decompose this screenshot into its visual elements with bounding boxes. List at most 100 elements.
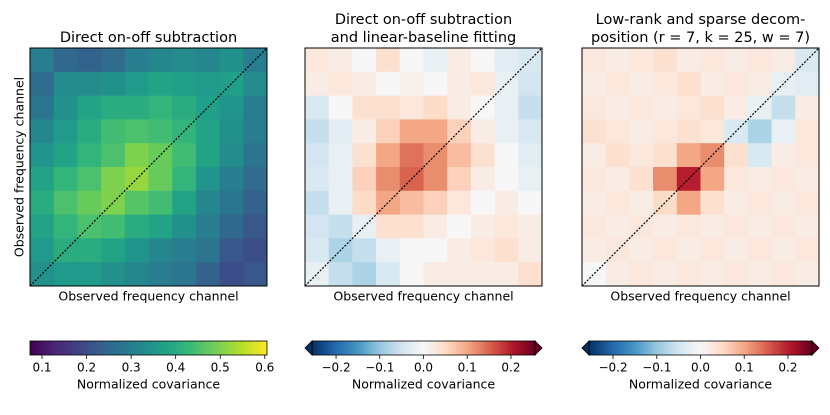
heatmap-cell	[376, 238, 401, 263]
heatmap-cell	[243, 214, 268, 239]
heatmap-cell	[653, 71, 678, 96]
heatmap-cell	[148, 262, 173, 287]
heatmap-cell	[470, 71, 495, 96]
heatmap-cell	[53, 262, 78, 287]
heatmap-cell	[653, 167, 678, 192]
heatmap-cell	[447, 95, 472, 120]
heatmap-cell	[328, 48, 353, 73]
heatmap-cell	[101, 238, 126, 263]
heatmap-cell	[30, 190, 55, 215]
heatmap-cell	[219, 143, 244, 168]
colorbar-tick-label: −0.2	[321, 361, 350, 375]
heatmap-cell	[494, 190, 519, 215]
heatmap-cell	[124, 119, 149, 144]
heatmap-cell	[219, 119, 244, 144]
heatmap-cell	[77, 119, 102, 144]
chart-title: Direct on-off subtraction	[60, 30, 237, 46]
heatmap-cell	[724, 167, 749, 192]
heatmap-cell	[771, 143, 796, 168]
x-axis-label: Observed frequency channel	[58, 289, 238, 304]
heatmap-cell	[447, 71, 472, 96]
heatmap-cell	[195, 71, 220, 96]
heatmap-cell	[518, 238, 543, 263]
heatmap-cell	[653, 48, 678, 73]
heatmap-cell	[629, 95, 654, 120]
heatmap-cell	[219, 238, 244, 263]
heatmap-cell	[243, 262, 268, 287]
colorbar	[588, 340, 813, 356]
y-axis-label: Observed frequency channel	[12, 77, 27, 257]
heatmap-cell	[700, 214, 725, 239]
heatmap-cell	[795, 167, 820, 192]
colorbar-label: Normalized covariance	[77, 377, 221, 392]
heatmap-cell	[700, 167, 725, 192]
heatmap-cell	[172, 262, 197, 287]
heatmap-cell	[771, 167, 796, 192]
heatmap-cell	[700, 190, 725, 215]
heatmap-cell	[243, 238, 268, 263]
heatmap-cell	[172, 167, 197, 192]
heatmap-cell	[470, 119, 495, 144]
heatmap-cell	[676, 238, 701, 263]
heatmap-cell	[747, 48, 772, 73]
colorbar-tick-label: 0.4	[166, 361, 185, 375]
heatmap-cell	[352, 71, 377, 96]
heatmap-cell	[605, 167, 630, 192]
colorbar-tick-label: 0.3	[122, 361, 141, 375]
heatmap-cell	[195, 238, 220, 263]
heatmap-cell	[700, 238, 725, 263]
heatmap-cell	[305, 71, 330, 96]
heatmap-cell	[195, 214, 220, 239]
heatmap-cell	[423, 48, 448, 73]
heatmap-cell	[124, 214, 149, 239]
heatmap-cell	[53, 143, 78, 168]
heatmap-cell	[470, 214, 495, 239]
heatmap-cell	[172, 95, 197, 120]
heatmap-cell	[53, 71, 78, 96]
heatmap-cell	[700, 71, 725, 96]
heatmap-cell	[676, 119, 701, 144]
heatmap-cell	[447, 238, 472, 263]
colorbar-tick-label: 0.2	[501, 361, 520, 375]
heatmap-cell	[53, 95, 78, 120]
colorbar-extend-low	[304, 340, 313, 356]
heatmap-cell	[653, 214, 678, 239]
heatmap-cell	[352, 48, 377, 73]
heatmap-cell	[376, 48, 401, 73]
heatmap-cell	[399, 143, 424, 168]
heatmap-cell	[423, 119, 448, 144]
heatmap-cell	[605, 71, 630, 96]
heatmap-cell	[148, 214, 173, 239]
heatmap-cell	[352, 143, 377, 168]
heatmap-cell	[376, 214, 401, 239]
heatmap-cell	[423, 190, 448, 215]
heatmap-cell	[148, 71, 173, 96]
heatmap-cell	[700, 95, 725, 120]
heatmap-cell	[30, 167, 55, 192]
heatmap-cell	[77, 238, 102, 263]
heatmap-cell	[582, 238, 607, 263]
colorbar-label: Normalized covariance	[352, 377, 496, 392]
heatmap-cell	[795, 262, 820, 287]
heatmap-cell	[676, 95, 701, 120]
heatmap-cell	[101, 119, 126, 144]
heatmap-cell	[629, 143, 654, 168]
heatmap-cell	[399, 71, 424, 96]
heatmap-cell	[172, 190, 197, 215]
colorbar-tick-label: 0.1	[735, 361, 754, 375]
heatmap-cell	[328, 262, 353, 287]
heatmap-cell	[700, 119, 725, 144]
heatmap-cell	[124, 71, 149, 96]
heatmap-cell	[305, 48, 330, 73]
heatmap-cell	[747, 167, 772, 192]
chart-title: position (r = 7, k = 25, w = 7)	[591, 30, 810, 46]
heatmap-cell	[77, 190, 102, 215]
chart-title: Direct on-off subtraction	[335, 12, 512, 28]
heatmap-cell	[352, 119, 377, 144]
heatmap-cell	[447, 262, 472, 287]
heatmap-cell	[447, 190, 472, 215]
colorbar-tick-label: 0.5	[211, 361, 230, 375]
heatmap-cell	[494, 262, 519, 287]
heatmap-cell	[172, 238, 197, 263]
heatmap-cell	[399, 95, 424, 120]
